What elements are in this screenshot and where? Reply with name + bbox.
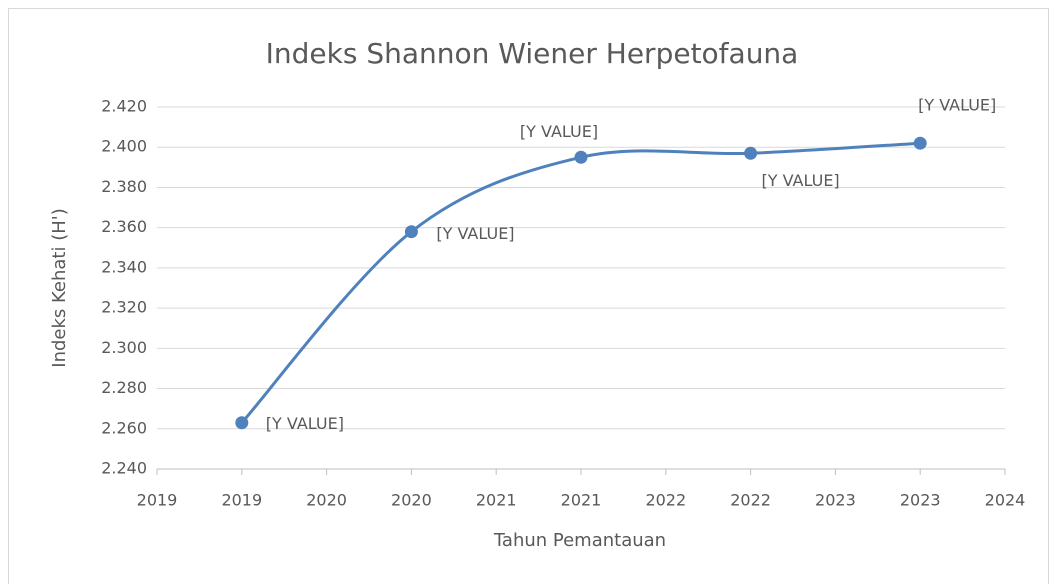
y-tick-label: 2.360 [101,217,147,236]
y-tick-label: 2.300 [101,338,147,357]
x-tick-label: 2022 [645,491,686,510]
y-tick-label: 2.380 [101,177,147,196]
y-tick-label: 2.320 [101,298,147,317]
data-label: [Y VALUE] [918,96,996,115]
x-tick-label: 2024 [985,491,1026,510]
x-tick-label: 2023 [900,491,941,510]
data-label: [Y VALUE] [436,224,514,243]
x-tick-label: 2020 [391,491,432,510]
x-tick-label: 2020 [306,491,347,510]
data-point [913,136,927,150]
x-tick-label: 2019 [221,491,262,510]
y-tick-label: 2.340 [101,257,147,276]
x-tick-label: 2023 [815,491,856,510]
x-tick-label: 2021 [561,491,602,510]
y-tick-label: 2.240 [101,459,147,478]
y-tick-label: 2.420 [101,97,147,116]
data-point [404,225,418,239]
data-point [744,146,758,160]
y-tick-label: 2.260 [101,418,147,437]
x-tick-label: 2019 [137,491,178,510]
data-point [574,150,588,164]
y-tick-label: 2.280 [101,378,147,397]
y-tick-label: 2.400 [101,137,147,156]
y-axis-label: Indeks Kehati (H') [49,208,70,367]
data-label: [Y VALUE] [266,414,344,433]
x-tick-label: 2022 [730,491,771,510]
x-axis-label: Tahun Pemantauan [493,530,666,551]
chart-frame [8,8,1049,588]
x-tick-label: 2021 [476,491,517,510]
data-point [235,416,249,430]
data-label: [Y VALUE] [762,171,840,190]
data-label: [Y VALUE] [520,122,598,141]
chart-title: Indeks Shannon Wiener Herpetofauna [266,37,799,70]
